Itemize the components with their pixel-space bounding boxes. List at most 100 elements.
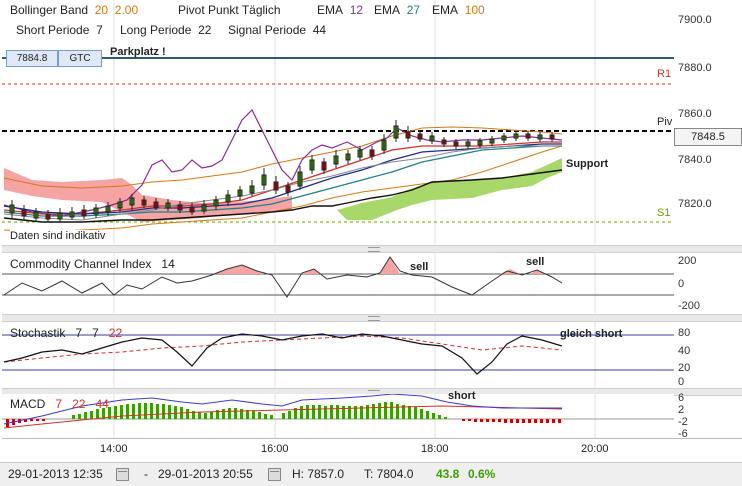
stochastic-d-period: 7 <box>92 326 99 340</box>
price-tick: 7840.0 <box>678 154 712 166</box>
stochastic-legend[interactable]: Stochastik 7 7 22 <box>10 326 122 340</box>
signal-period-legend[interactable]: Signal Periode 44 <box>228 23 326 37</box>
macd-slow-period: 22 <box>72 397 86 411</box>
change-value: 43.8 <box>436 467 460 481</box>
ema3-legend[interactable]: EMA 100 <box>432 3 485 17</box>
macd-tick: 6 <box>678 392 685 404</box>
r1-label: R1 <box>657 68 672 80</box>
macd-histogram <box>6 402 561 427</box>
bollinger-stddev: 2.00 <box>114 3 139 17</box>
ema1-label: EMA <box>317 3 344 17</box>
calendar-icon[interactable] <box>116 468 129 481</box>
macd-tick: -6 <box>678 428 688 440</box>
session-high: H: 7857.0 <box>292 467 345 481</box>
pane-splitter[interactable] <box>2 245 742 253</box>
macd-signal-period: 44 <box>95 397 109 411</box>
ema2-period: 27 <box>406 3 421 17</box>
change-percent: 0.6% <box>468 467 496 481</box>
status-bar: 29-01-2013 12:35 - 29-01-2013 20:55 H: 7… <box>0 462 742 486</box>
bollinger-period: 20 <box>94 3 109 17</box>
macd-pane[interactable]: MACD 7 22 44 short <box>2 390 674 438</box>
cci-period: 14 <box>161 257 175 271</box>
stochastic-tick: 40 <box>678 345 691 357</box>
cci-sell-annotation: sell <box>526 256 545 268</box>
order-price-tag[interactable]: 7884.8 <box>6 50 58 67</box>
price-tick: 7820.0 <box>678 198 712 210</box>
time-tick: 20:00 <box>581 443 609 455</box>
calendar-icon[interactable] <box>268 468 281 481</box>
macd-legend[interactable]: MACD 7 22 44 <box>10 397 109 411</box>
cci-legend[interactable]: Commodity Channel Index 14 <box>10 257 175 271</box>
macd-tick: -2 <box>678 416 688 428</box>
price-tick: 7860.0 <box>678 108 712 120</box>
ichimoku-cloud-green <box>337 158 562 220</box>
price-chart-svg <box>2 0 674 244</box>
short-period-legend[interactable]: Short Periode 7 <box>16 23 103 37</box>
stochastic-annotation: gleich short <box>560 328 623 340</box>
splitter-grip-icon <box>368 247 380 252</box>
pivot-legend[interactable]: Pivot Punkt Täglich <box>178 3 281 17</box>
macd-axis[interactable]: 6 2 -2 -6 <box>674 390 742 440</box>
splitter-grip-icon <box>368 316 380 321</box>
cci-tick: 0 <box>678 278 685 290</box>
price-tick: 7880.0 <box>678 62 712 74</box>
time-tick: 18:00 <box>421 443 449 455</box>
ichimoku-cloud-red <box>4 168 292 222</box>
order-note: Parkplatz ! <box>110 46 166 58</box>
cci-axis[interactable]: 200 0 -200 <box>674 253 742 313</box>
cci-title: Commodity Channel Index <box>10 257 152 271</box>
order-type-tag[interactable]: GTC <box>58 50 102 67</box>
stochastic-axis[interactable]: 80 40 20 0 <box>674 322 742 388</box>
ema1-legend[interactable]: EMA 12 <box>317 3 363 17</box>
cci-svg <box>2 253 674 313</box>
session-low: T: 7804.0 <box>364 467 414 481</box>
macd-fast-period: 7 <box>55 397 63 411</box>
stochastic-title: Stochastik <box>10 326 66 340</box>
time-tick: 16:00 <box>261 443 289 455</box>
signal-period-value: 44 <box>312 23 327 37</box>
ema3-period: 100 <box>464 3 485 17</box>
pane-splitter[interactable] <box>2 314 742 322</box>
stochastic-tick: 20 <box>678 362 691 374</box>
long-period-value: 22 <box>198 23 212 37</box>
current-price-tag: 7848.5 <box>674 128 742 146</box>
macd-title: MACD <box>10 397 46 411</box>
range-start: 29-01-2013 12:35 <box>8 467 103 481</box>
cci-pane[interactable]: Commodity Channel Index 14 sell sell <box>2 253 674 313</box>
time-axis[interactable]: 14:00 16:00 18:00 20:00 <box>2 438 742 463</box>
ema3-label: EMA <box>432 3 459 17</box>
macd-annotation: short <box>448 390 476 402</box>
price-tick: 7900.0 <box>678 14 712 26</box>
ema1-period: 12 <box>349 3 364 17</box>
macd-svg <box>2 394 674 438</box>
macd-tick: 2 <box>678 404 685 416</box>
stochastic-pane[interactable]: Stochastik 7 7 22 gleich short <box>2 322 674 388</box>
long-period-label: Long Periode <box>120 23 192 37</box>
stochastic-tick: 80 <box>678 327 691 339</box>
range-dash: - <box>144 467 148 481</box>
cci-tick: -200 <box>678 300 701 312</box>
candlesticks <box>9 120 555 222</box>
stochastic-svg <box>2 322 674 388</box>
range-end: 29-01-2013 20:55 <box>158 467 253 481</box>
main-price-chart[interactable]: Bollinger Band 20 2.00 Pivot Punkt Tägli… <box>2 0 674 244</box>
stochastic-tick: 0 <box>678 376 685 388</box>
data-disclaimer: Daten sind indikativ <box>10 230 106 242</box>
pivot-label-marker: Piv <box>657 116 673 128</box>
stochastic-k-period: 7 <box>75 326 83 340</box>
bollinger-legend[interactable]: Bollinger Band 20 2.00 <box>10 3 138 17</box>
cci-tick: 200 <box>678 255 697 267</box>
long-period-legend[interactable]: Long Periode 22 <box>120 23 211 37</box>
short-period-label: Short Periode <box>16 23 90 37</box>
signal-period-label: Signal Periode <box>228 23 307 37</box>
stochastic-slow-period: 22 <box>108 326 123 340</box>
short-period-value: 7 <box>96 23 103 37</box>
ema2-label: EMA <box>374 3 401 17</box>
price-axis[interactable]: 7900.0 7880.0 7860.0 7848.5 7840.0 7820.… <box>674 0 742 244</box>
cci-sell-annotation: sell <box>410 261 429 273</box>
ema2-legend[interactable]: EMA 27 <box>374 3 420 17</box>
bollinger-label: Bollinger Band <box>10 3 89 17</box>
support-label: Support <box>566 158 609 170</box>
s1-label: S1 <box>657 207 671 219</box>
time-tick: 14:00 <box>100 443 128 455</box>
